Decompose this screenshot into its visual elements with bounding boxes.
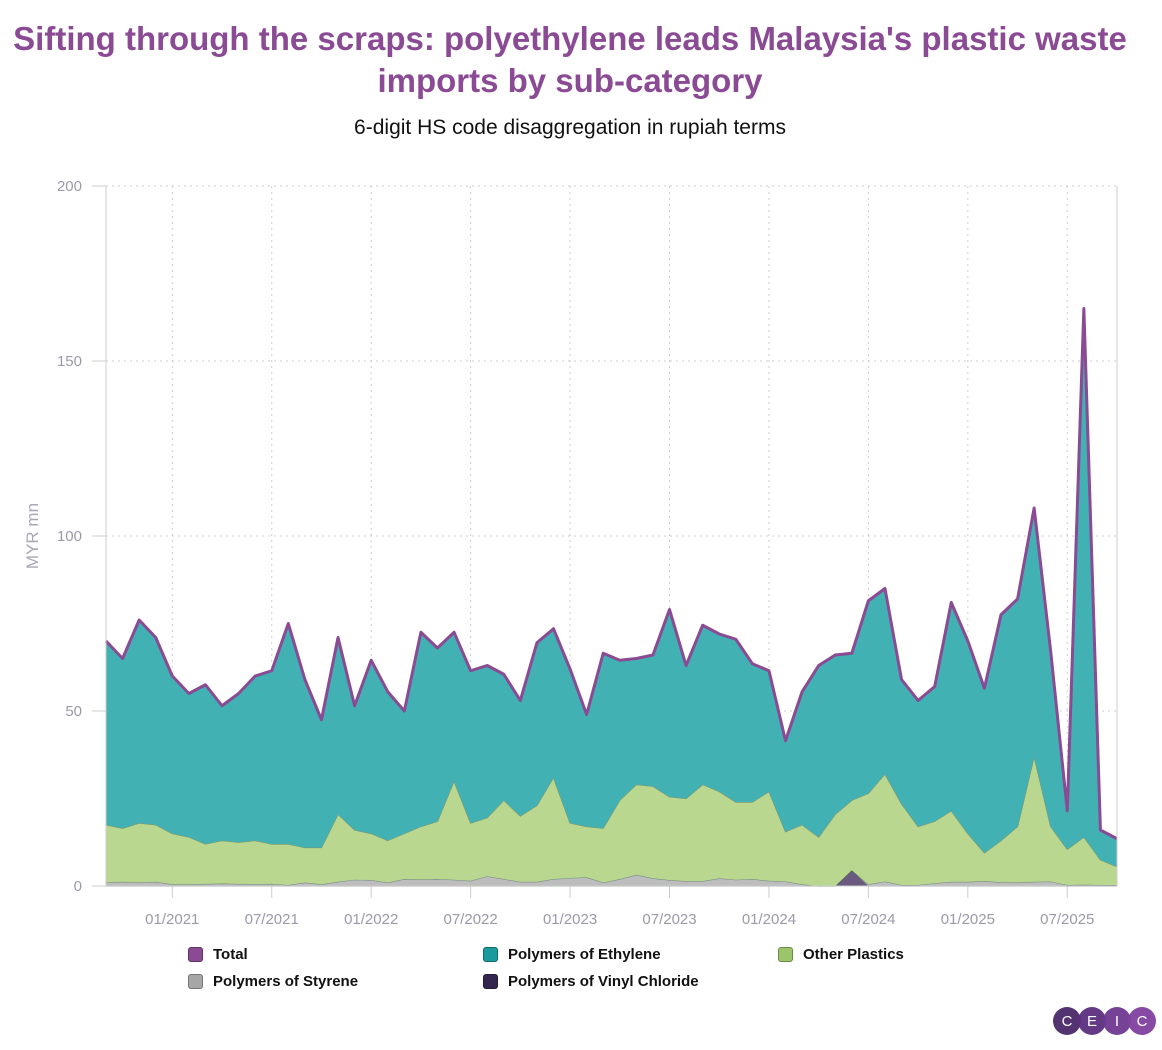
legend-label: Polymers of Ethylene (508, 946, 661, 963)
x-tick-label: 01/2021 (145, 911, 199, 928)
x-tick-label: 07/2023 (642, 911, 696, 928)
legend-item-vinyl-chloride[interactable]: Polymers of Vinyl Chloride (483, 973, 699, 990)
line-total (104, 307, 1118, 841)
area-polymers-of-styrene (106, 870, 1117, 886)
y-tick-label: 100 (57, 528, 82, 545)
area-other-plastics (106, 756, 1117, 886)
legend-item-ethylene[interactable]: Polymers of Ethylene (483, 946, 661, 963)
y-tick-label: 50 (65, 703, 82, 720)
y-axis-label: MYR mn (23, 503, 42, 569)
legend-item-other-plastics[interactable]: Other Plastics (778, 946, 904, 963)
legend-swatch (483, 947, 498, 962)
chart-subtitle: 6-digit HS code disaggregation in rupiah… (354, 116, 786, 139)
legend-item-total[interactable]: Total (188, 946, 248, 963)
y-tick-label: 0 (74, 878, 82, 895)
legend-swatch (483, 974, 498, 989)
x-tick-label: 01/2023 (543, 911, 597, 928)
legend-label: Polymers of Vinyl Chloride (508, 973, 699, 990)
y-tick-label: 150 (57, 353, 82, 370)
legend-swatch (188, 947, 203, 962)
legend-label: Polymers of Styrene (213, 973, 359, 990)
x-tick-label: 01/2022 (344, 911, 398, 928)
logo-letter: C (1053, 1007, 1081, 1035)
area-polymers-of-ethylene (106, 308, 1117, 867)
x-tick-label: 01/2024 (742, 911, 796, 928)
y-tick-label: 200 (57, 178, 82, 195)
logo-letter: E (1078, 1007, 1106, 1035)
legend-label: Other Plastics (803, 946, 904, 963)
logo-letter: I (1103, 1007, 1131, 1035)
logo-letter: C (1128, 1007, 1156, 1035)
legend-label: Total (213, 946, 248, 963)
x-tick-label: 07/2025 (1040, 911, 1094, 928)
ceic-logo: C E I C (1053, 1007, 1156, 1035)
chart-title: Sifting through the scraps: polyethylene… (13, 20, 1127, 99)
x-tick-label: 01/2025 (941, 911, 995, 928)
x-tick-label: 07/2021 (245, 911, 299, 928)
x-tick-label: 07/2024 (841, 911, 895, 928)
legend-swatch (188, 974, 203, 989)
legend-item-styrene[interactable]: Polymers of Styrene (188, 973, 358, 990)
legend-swatch (778, 947, 793, 962)
x-tick-label: 07/2022 (444, 911, 498, 928)
